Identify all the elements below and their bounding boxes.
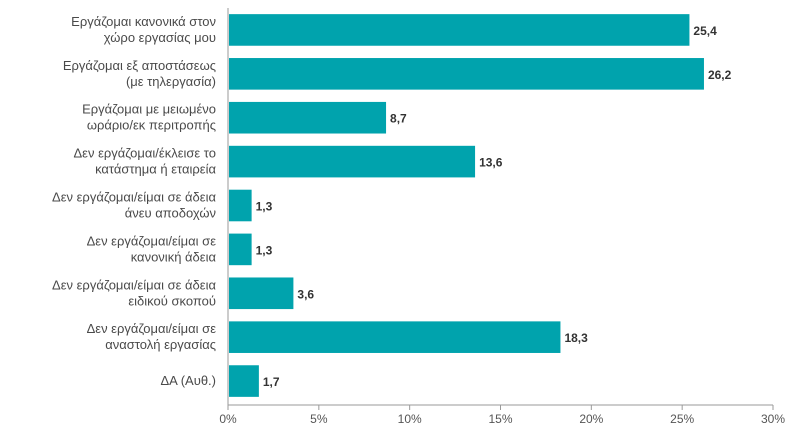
- x-tick-label: 30%: [761, 412, 785, 426]
- bar-value-label: 1,3: [256, 243, 273, 257]
- category-label-line: ωράριο/εκ περιτροπής: [87, 118, 216, 133]
- bar: [229, 101, 387, 134]
- x-tick-label: 20%: [579, 412, 603, 426]
- category-label-line: ΔΑ (Αυθ.): [160, 373, 216, 388]
- category-label-line: (με τηλεργασία): [126, 74, 216, 89]
- x-tick-label: 0%: [219, 412, 237, 426]
- bar: [229, 14, 690, 46]
- category-label: Δεν εργάζομαι/είμαι σε άδεια άνευ αποδοχώ…: [52, 190, 216, 221]
- category-label-line: ειδικού σκοπού: [128, 293, 216, 308]
- bar: [229, 321, 561, 353]
- category-label: Δεν εργάζομαι/είμαι σε άδεια ειδικού σκοπ…: [52, 277, 216, 308]
- x-tick-label: 15%: [488, 412, 512, 426]
- category-label-line: Δεν εργάζομαι/είμαι σε άδεια: [52, 190, 216, 205]
- bar-value-label: 18,3: [564, 331, 588, 345]
- category-label-line: κατάστημα ή εταιρεία: [95, 162, 216, 177]
- category-label: ΔΑ (Αυθ.): [160, 373, 216, 388]
- category-label-line: Δεν εργάζομαι/είμαι σε: [87, 233, 217, 248]
- x-tick-label: 10%: [398, 412, 422, 426]
- category-label-line: Δεν εργάζομαι/είμαι σε άδεια: [52, 277, 216, 292]
- bar-value-label: 3,6: [297, 287, 314, 301]
- category-label: Δεν εργάζομαι/είμαι σε αναστολή εργασίας: [87, 321, 217, 352]
- bar-value-label: 1,3: [256, 200, 273, 214]
- bar: [229, 58, 704, 90]
- category-label: Εργάζομαι εξ αποστάσεως (με τηλεργασία): [63, 58, 216, 89]
- category-label: Εργάζομαι με μειωμένο ωράριο/εκ περιτροπή…: [82, 102, 216, 133]
- category-label-line: Δεν εργάζομαι/έκλεισε το: [74, 146, 217, 161]
- bar: [229, 277, 294, 310]
- category-label-line: Δεν εργάζομαι/είμαι σε: [87, 321, 217, 336]
- category-label-line: αναστολή εργασίας: [105, 337, 216, 352]
- bar: [229, 233, 252, 266]
- category-label-line: Εργάζομαι με μειωμένο: [82, 102, 216, 117]
- category-label: Δεν εργάζομαι/είμαι σε κανονική άδεια: [87, 233, 217, 264]
- bar: [229, 365, 259, 397]
- bar-value-label: 8,7: [390, 112, 407, 126]
- bar-value-label: 25,4: [693, 24, 717, 38]
- bar: [229, 145, 476, 178]
- bar-value-label: 26,2: [708, 68, 732, 82]
- category-label-line: Εργάζομαι κανονικά στον: [71, 14, 216, 29]
- category-label-line: κανονική άδεια: [131, 249, 217, 264]
- category-label-line: Εργάζομαι εξ αποστάσεως: [63, 58, 216, 73]
- x-tick-label: 25%: [670, 412, 694, 426]
- category-label: Δεν εργάζομαι/έκλεισε το κατάστημα ή εται…: [74, 146, 217, 177]
- category-label-line: χώρο εργασίας μου: [104, 30, 216, 45]
- bar: [229, 189, 252, 222]
- bar-value-label: 13,6: [479, 156, 503, 170]
- x-tick-label: 5%: [310, 412, 328, 426]
- category-label: Εργάζομαι κανονικά στον χώρο εργασίας μου: [71, 14, 216, 45]
- category-label-line: άνευ αποδοχών: [125, 206, 216, 221]
- bar-value-label: 1,7: [263, 375, 280, 389]
